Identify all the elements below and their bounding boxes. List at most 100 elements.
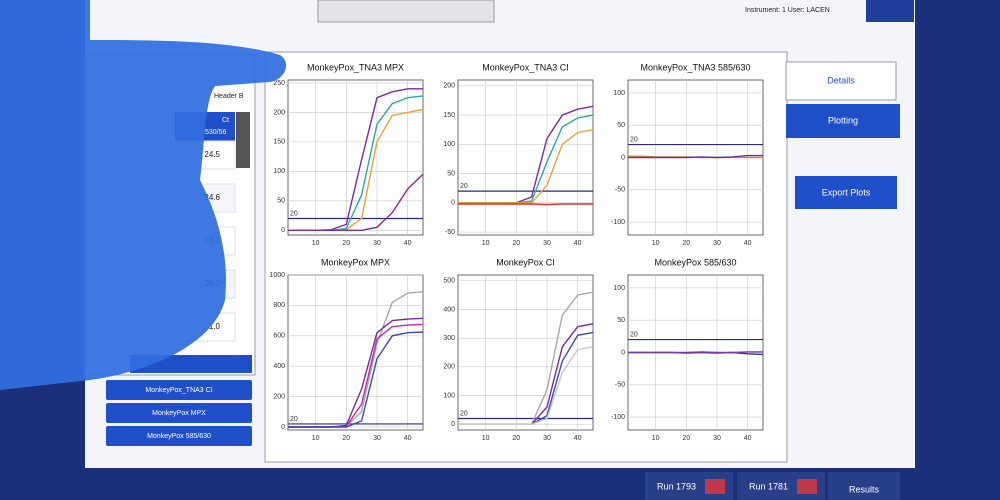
details-button[interactable] xyxy=(785,61,897,101)
help-button[interactable] xyxy=(866,0,914,22)
x-tick-label: 10 xyxy=(312,240,320,247)
threshold-label: 20 xyxy=(630,331,638,338)
y-tick-label: 100 xyxy=(613,285,625,292)
amplification-curve xyxy=(458,346,594,425)
y-tick-label: 100 xyxy=(273,168,285,175)
target-button[interactable] xyxy=(106,403,252,423)
x-tick-label: 30 xyxy=(373,240,381,247)
y-tick-label: 50 xyxy=(277,198,285,205)
run-tab-label: Run 1793 xyxy=(657,481,696,491)
x-tick-label: 20 xyxy=(342,240,350,247)
ct-value: 24.5 xyxy=(204,150,220,159)
x-tick-label: 20 xyxy=(512,435,520,442)
y-tick-label: 200 xyxy=(273,109,285,116)
x-tick-label: 40 xyxy=(574,240,582,247)
y-tick-label: 500 xyxy=(443,278,455,285)
plot-area xyxy=(287,274,424,431)
chart-title: MonkeyPox MPX xyxy=(321,257,390,267)
y-tick-label: -50 xyxy=(615,187,625,194)
ct-value: 24.6 xyxy=(204,193,220,202)
y-tick-label: 150 xyxy=(273,139,285,146)
target-button[interactable] xyxy=(106,426,252,446)
ct-value: -1.0 xyxy=(206,322,220,331)
button-label: Export Plots xyxy=(822,187,871,197)
y-tick-label: 400 xyxy=(273,363,285,370)
y-tick-label: 400 xyxy=(443,306,455,313)
column-label: Ct xyxy=(222,117,229,124)
y-tick-label: 250 xyxy=(273,80,285,87)
target-list: MonkeyPox_TNA3 CI MonkeyPox MPX MonkeyPox … xyxy=(106,380,252,446)
button-label: Details xyxy=(827,75,855,85)
x-tick-label: 20 xyxy=(512,240,520,247)
chart-title: MonkeyPox_TNA3 585/630 xyxy=(640,62,750,72)
y-tick-label: 150 xyxy=(443,112,455,119)
y-tick-label: 0 xyxy=(621,154,625,161)
y-tick-label: 200 xyxy=(443,83,455,90)
target-button[interactable] xyxy=(106,380,252,400)
plot-area xyxy=(457,274,594,431)
y-tick-label: -50 xyxy=(445,229,455,236)
amplification-curve xyxy=(628,351,763,354)
run-tabs: Run 1793 Run 1781 Results xyxy=(645,472,900,500)
target-label: MonkeyPox MPX xyxy=(152,410,206,417)
y-tick-label: 600 xyxy=(273,333,285,340)
x-tick-label: 10 xyxy=(482,240,490,247)
threshold-label: 20 xyxy=(460,410,468,417)
x-tick-label: 10 xyxy=(652,435,660,442)
plot-area xyxy=(287,79,424,236)
x-tick-label: 10 xyxy=(652,240,660,247)
close-button[interactable] xyxy=(797,479,817,494)
plotting-button[interactable] xyxy=(786,104,900,138)
channel-label: 530/56 xyxy=(205,129,227,136)
chart-title: MonkeyPox 585/630 xyxy=(654,257,736,267)
y-tick-label: 0 xyxy=(281,227,285,234)
amplification-curve xyxy=(458,203,593,206)
y-tick-label: 800 xyxy=(273,302,285,309)
run-tab-label: Run 1781 xyxy=(749,481,788,491)
y-tick-label: 50 xyxy=(617,122,625,129)
y-tick-label: -50 xyxy=(615,382,625,389)
scrollbar[interactable] xyxy=(236,112,250,168)
y-tick-label: 200 xyxy=(443,364,455,371)
threshold-label: 20 xyxy=(460,183,468,190)
x-tick-label: 20 xyxy=(682,435,690,442)
x-tick-label: 40 xyxy=(404,435,412,442)
chart-title: MonkeyPox_TNA3 MPX xyxy=(307,62,404,72)
y-tick-label: 200 xyxy=(273,393,285,400)
threshold-label: 20 xyxy=(630,136,638,143)
x-tick-label: 30 xyxy=(543,435,551,442)
y-tick-label: 300 xyxy=(443,335,455,342)
target-label: MonkeyPox 585/630 xyxy=(147,433,211,440)
x-tick-label: 30 xyxy=(543,240,551,247)
amplification-curve xyxy=(628,154,763,159)
y-tick-label: 0 xyxy=(451,200,455,207)
chart-title: MonkeyPox_TNA3 CI xyxy=(482,62,569,72)
x-tick-label: 20 xyxy=(342,435,350,442)
amplification-curve xyxy=(458,129,594,204)
export-button[interactable] xyxy=(795,176,897,209)
close-button[interactable] xyxy=(705,479,725,494)
x-tick-label: 40 xyxy=(404,240,412,247)
y-tick-label: 0 xyxy=(281,424,285,431)
x-tick-label: 10 xyxy=(312,435,320,442)
y-tick-label: 100 xyxy=(613,90,625,97)
x-tick-label: 40 xyxy=(744,240,752,247)
results-label: Results xyxy=(849,484,880,494)
y-tick-label: -100 xyxy=(611,414,625,421)
x-tick-label: 30 xyxy=(713,435,721,442)
target-label: MonkeyPox_TNA3 CI xyxy=(145,387,212,394)
y-tick-label: 50 xyxy=(447,170,455,177)
x-tick-label: 30 xyxy=(713,240,721,247)
y-tick-label: -100 xyxy=(611,219,625,226)
toolbar[interactable] xyxy=(317,0,495,23)
gloved-hand xyxy=(0,0,287,390)
x-tick-label: 30 xyxy=(373,435,381,442)
x-tick-label: 20 xyxy=(682,240,690,247)
results-tab[interactable] xyxy=(828,472,900,500)
button-label: Plotting xyxy=(828,115,858,125)
amplification-curve xyxy=(288,173,424,231)
y-tick-label: 1000 xyxy=(269,272,285,279)
y-tick-label: 50 xyxy=(617,317,625,324)
plot-area xyxy=(457,79,594,236)
